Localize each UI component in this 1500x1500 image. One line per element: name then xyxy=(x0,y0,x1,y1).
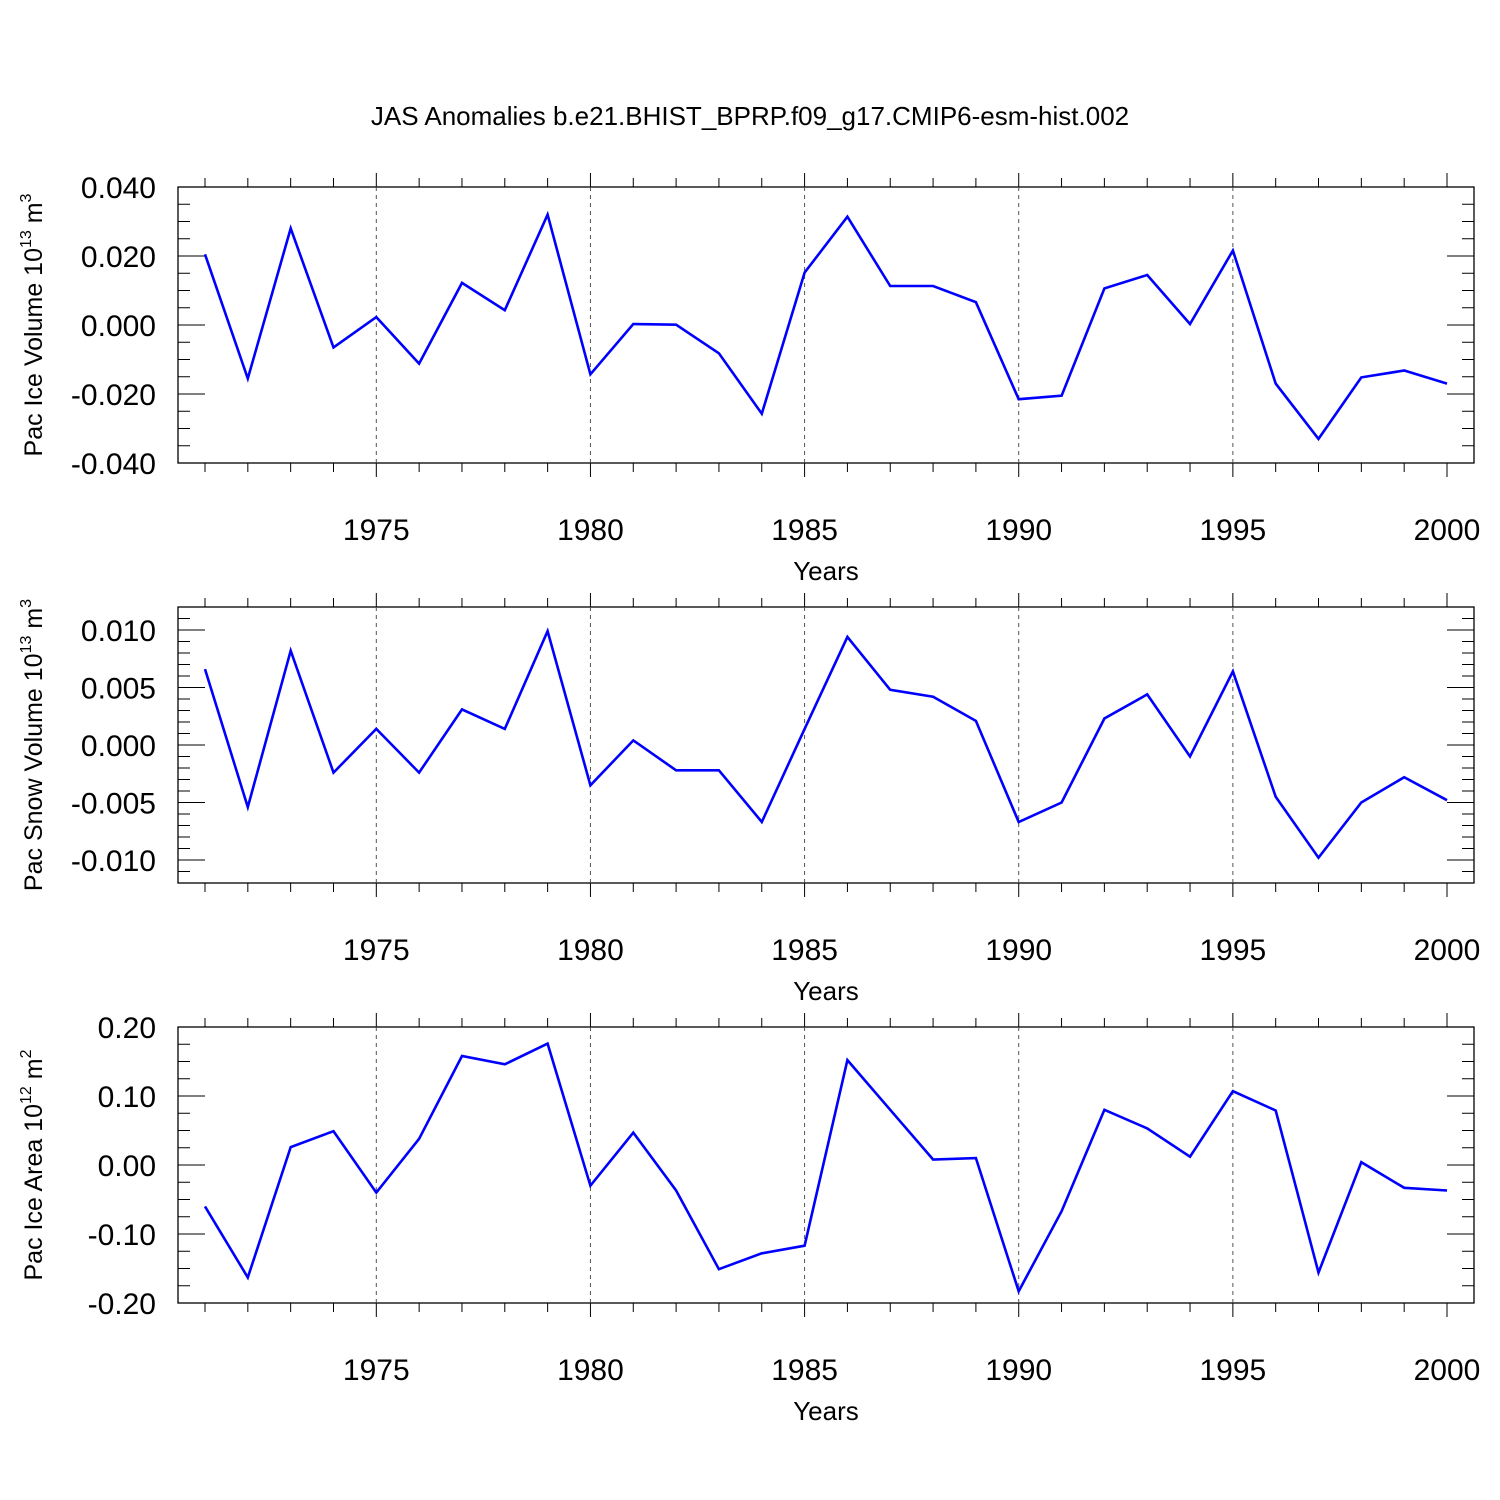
x-axis-label: Years xyxy=(793,556,859,586)
y-tick-label: 0.040 xyxy=(81,172,156,205)
y-label-superscript: 3 xyxy=(18,599,35,608)
x-tick-label: 1975 xyxy=(343,514,410,547)
y-tick-label: 0.010 xyxy=(81,615,156,648)
x-tick-label: 2000 xyxy=(1414,514,1481,547)
y-tick-label: 0.00 xyxy=(98,1150,156,1183)
x-tick-label: 1980 xyxy=(557,1354,624,1387)
chart-panel-2: 1975 1980 1985 1990 1995 2000 Years -0.010 -0.00… xyxy=(18,593,1480,1006)
y-tick-label: 0.020 xyxy=(81,241,156,274)
x-tick-label: 1995 xyxy=(1199,514,1266,547)
x-tick-label: 1985 xyxy=(771,1354,838,1387)
plot-frame xyxy=(177,1026,1475,1304)
plot-frame xyxy=(177,606,1475,884)
y-tick-label: 0.000 xyxy=(81,730,156,763)
y-label-text: m xyxy=(20,1058,48,1086)
y-label-text: Pac Ice Volume 10 xyxy=(20,248,48,456)
x-tick-label: 2000 xyxy=(1414,1354,1481,1387)
x-tick-label: 1990 xyxy=(985,1354,1052,1387)
y-axis-label: Pac Ice Volume 1013 m3 xyxy=(18,193,48,456)
y-label-superscript: 3 xyxy=(18,193,35,202)
x-tick-label: 1980 xyxy=(557,934,624,967)
x-tick-label: 1995 xyxy=(1199,934,1266,967)
chart-panel-1: 1975 1980 1985 1990 1995 2000 Years -0.040 -0.02… xyxy=(18,172,1480,586)
x-tick-label: 1985 xyxy=(771,934,838,967)
series-line xyxy=(203,627,1448,860)
y-label-superscript: 12 xyxy=(18,1086,35,1104)
y-axis-label: Pac Ice Area 1012 m2 xyxy=(18,1049,48,1280)
x-tick-label: 1975 xyxy=(343,1354,410,1387)
y-tick-label: 0.005 xyxy=(81,673,156,706)
x-tick-label: 2000 xyxy=(1414,934,1481,967)
y-label-text: m xyxy=(20,608,48,636)
y-label-text: Pac Snow Volume 10 xyxy=(20,653,48,891)
x-tick-label: 1990 xyxy=(985,514,1052,547)
x-tick-label: 1995 xyxy=(1199,1354,1266,1387)
y-label-text: m xyxy=(20,202,48,230)
y-tick-label: -0.040 xyxy=(71,448,156,481)
chart-panel-3: 1975 1980 1985 1990 1995 2000 Years -0.20 -0.10 0… xyxy=(18,1012,1480,1426)
series-line xyxy=(203,210,1448,442)
y-tick-label: -0.010 xyxy=(71,845,156,878)
x-tick-label: 1980 xyxy=(557,514,624,547)
y-axis-label: Pac Snow Volume 1013 m3 xyxy=(18,599,48,891)
y-tick-label: -0.10 xyxy=(88,1219,156,1252)
x-tick-label: 1975 xyxy=(343,934,410,967)
y-tick-label: 0.20 xyxy=(98,1012,156,1045)
x-axis-label: Years xyxy=(793,976,859,1006)
plot-frame xyxy=(177,186,1475,464)
y-tick-label: -0.005 xyxy=(71,788,156,821)
y-label-superscript: 2 xyxy=(18,1049,35,1058)
chart-title: JAS Anomalies b.e21.BHIST_BPRP.f09_g17.C… xyxy=(371,101,1129,131)
y-label-superscript: 13 xyxy=(18,636,35,654)
y-tick-label: 0.000 xyxy=(81,310,156,343)
x-axis-label: Years xyxy=(793,1396,859,1426)
y-tick-label: -0.020 xyxy=(71,379,156,412)
y-label-superscript: 13 xyxy=(18,230,35,248)
y-tick-label: 0.10 xyxy=(98,1081,156,1114)
panels: 1975 1980 1985 1990 1995 2000 Years -0.040 -0.02… xyxy=(18,172,1480,1426)
y-label-text: Pac Ice Area 10 xyxy=(20,1104,48,1281)
x-tick-label: 1990 xyxy=(985,934,1052,967)
series-line xyxy=(203,1041,1448,1295)
y-tick-label: -0.20 xyxy=(88,1288,156,1321)
x-tick-label: 1985 xyxy=(771,514,838,547)
